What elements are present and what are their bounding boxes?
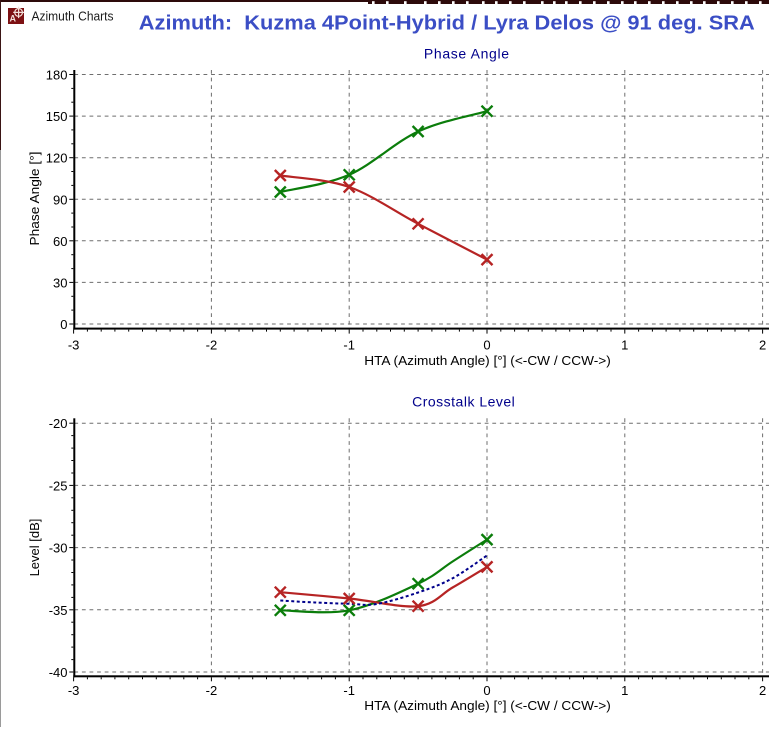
svg-text:180: 180 xyxy=(46,68,68,83)
svg-text:120: 120 xyxy=(46,151,68,166)
svg-text:HTA (Azimuth Angle) [°] (<-CW: HTA (Azimuth Angle) [°] (<-CW / CCW->) xyxy=(364,353,611,368)
svg-text:-25: -25 xyxy=(49,478,68,493)
svg-text:Phase Angle [°]: Phase Angle [°] xyxy=(27,152,42,246)
svg-text:-20: -20 xyxy=(49,416,68,431)
svg-text:0: 0 xyxy=(483,337,490,352)
svg-text:-3: -3 xyxy=(68,683,80,698)
svg-text:150: 150 xyxy=(46,109,68,124)
svg-text:-1: -1 xyxy=(343,683,355,698)
svg-text:-2: -2 xyxy=(206,337,218,352)
svg-text:2: 2 xyxy=(759,683,766,698)
svg-text:Azimuth: Kuzma 4Point-Hybrid: Azimuth: Kuzma 4Point-Hybrid / Lyra Delo… xyxy=(139,13,755,35)
svg-text:-2: -2 xyxy=(206,683,218,698)
svg-text:-40: -40 xyxy=(49,665,68,680)
svg-text:1: 1 xyxy=(621,683,628,698)
svg-text:0: 0 xyxy=(60,317,67,332)
svg-text:Azimuth Charts: Azimuth Charts xyxy=(32,9,114,24)
svg-text:-3: -3 xyxy=(68,337,80,352)
svg-text:0: 0 xyxy=(483,683,490,698)
svg-text:90: 90 xyxy=(53,192,67,207)
svg-text:A: A xyxy=(10,14,17,24)
svg-text:1: 1 xyxy=(621,337,628,352)
svg-text:60: 60 xyxy=(53,234,67,249)
svg-text:-1: -1 xyxy=(343,337,355,352)
svg-text:-35: -35 xyxy=(49,603,68,618)
svg-text:30: 30 xyxy=(53,275,67,290)
svg-text:Level [dB]: Level [dB] xyxy=(27,519,42,577)
svg-text:Phase Angle: Phase Angle xyxy=(424,46,510,62)
svg-text:Crosstalk Level: Crosstalk Level xyxy=(412,394,515,410)
svg-text:-30: -30 xyxy=(49,541,68,556)
svg-text:2: 2 xyxy=(759,337,766,352)
svg-text:HTA (Azimuth Angle) [°] (<-CW: HTA (Azimuth Angle) [°] (<-CW / CCW->) xyxy=(364,698,611,713)
